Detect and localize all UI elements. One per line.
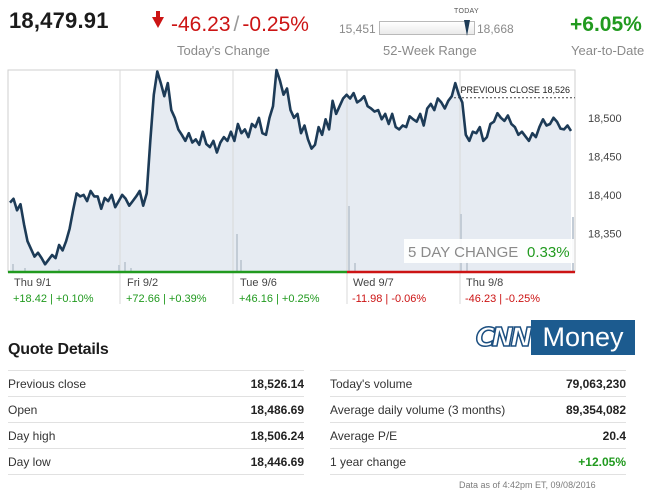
row-label: Previous close bbox=[8, 370, 184, 397]
table-row: Previous close 18,526.14 bbox=[8, 370, 304, 397]
ytd-change: +6.05% bbox=[570, 13, 642, 36]
range-label: 52-Week Range bbox=[383, 43, 477, 58]
five-day-change-value: 0.33% bbox=[527, 244, 570, 261]
table-row: Today's volume 79,063,230 bbox=[330, 370, 626, 397]
day-change-value: +72.66 | +0.39% bbox=[126, 293, 207, 305]
range-low: 15,451 bbox=[339, 22, 376, 36]
row-value: 89,354,082 bbox=[550, 396, 626, 423]
row-value: 18,526.14 bbox=[183, 370, 304, 397]
volume-bar bbox=[12, 264, 14, 272]
row-label: Open bbox=[8, 396, 184, 423]
quote-details-right: Today's volume 79,063,230 Average daily v… bbox=[330, 370, 626, 475]
volume-bar bbox=[130, 268, 132, 272]
day-label: Thu 9/1 bbox=[14, 277, 51, 289]
five-day-change-label: 5 DAY CHANGE bbox=[408, 244, 518, 261]
todays-change: -46.23/-0.25% bbox=[152, 11, 309, 37]
y-tick-label: 18,350 bbox=[588, 228, 622, 240]
row-value: 20.4 bbox=[550, 422, 626, 449]
quote-details-left: Previous close 18,526.14 Open 18,486.69 Da… bbox=[8, 370, 304, 475]
day-label: Fri 9/2 bbox=[127, 277, 158, 289]
change-percent: -0.25% bbox=[242, 13, 309, 36]
todays-change-label: Today's Change bbox=[177, 43, 270, 58]
range-bar bbox=[379, 21, 475, 35]
row-label: Today's volume bbox=[330, 370, 551, 397]
change-points: -46.23 bbox=[171, 13, 231, 36]
row-value-one-year-change: +12.05% bbox=[550, 448, 626, 475]
five-day-change-box: 5 DAY CHANGE 0.33% bbox=[404, 239, 574, 263]
data-as-of: Data as of 4:42pm ET, 09/08/2016 bbox=[459, 480, 596, 490]
quote-details-title: Quote Details bbox=[8, 341, 109, 358]
row-value: 18,506.24 bbox=[183, 422, 304, 449]
day-label: Thu 9/8 bbox=[466, 277, 503, 289]
volume-bar bbox=[236, 234, 238, 272]
row-label: Day low bbox=[8, 448, 184, 475]
ytd-label: Year-to-Date bbox=[571, 43, 645, 58]
row-label: Average P/E bbox=[330, 422, 551, 449]
last-price: 18,479.91 bbox=[9, 8, 109, 33]
price-line bbox=[9, 68, 573, 266]
table-row: Average daily volume (3 months) 89,354,08… bbox=[330, 396, 626, 423]
row-label: 1 year change bbox=[330, 448, 551, 475]
range-today-marker bbox=[464, 20, 470, 36]
cnn-money-logo[interactable]: CNN Money bbox=[474, 320, 635, 355]
range-high: 18,668 bbox=[477, 22, 514, 36]
row-value: 18,446.69 bbox=[183, 448, 304, 475]
volume-bar bbox=[118, 265, 120, 272]
volume-bar bbox=[348, 206, 350, 272]
chart-svg: PREVIOUS CLOSE 18,526 18,500 18,450 18,400 1… bbox=[7, 68, 622, 305]
day-change-value: -46.23 | -0.25% bbox=[465, 293, 540, 305]
day-label: Wed 9/7 bbox=[353, 277, 394, 289]
row-label: Average daily volume (3 months) bbox=[330, 396, 551, 423]
previous-close-label: PREVIOUS CLOSE 18,526 bbox=[460, 85, 570, 95]
volume-bar bbox=[124, 262, 126, 272]
down-arrow-icon bbox=[152, 11, 164, 28]
cnn-logo-text: CNN bbox=[474, 320, 533, 355]
volume-bar bbox=[240, 260, 242, 272]
day-label: Tue 9/6 bbox=[240, 277, 277, 289]
table-row: Open 18,486.69 bbox=[8, 396, 304, 423]
quote-header: 18,479.91 -46.23/-0.25% Today's Change 1… bbox=[0, 0, 651, 64]
volume-bar bbox=[24, 268, 26, 272]
volume-bar bbox=[354, 263, 356, 272]
table-row: Day low 18,446.69 bbox=[8, 448, 304, 475]
five-day-change-bg bbox=[404, 239, 574, 263]
range-today-label: TODAY bbox=[454, 8, 479, 15]
volume-bar bbox=[466, 261, 468, 272]
row-label: Day high bbox=[8, 422, 184, 449]
price-area bbox=[10, 70, 571, 272]
day-change-value: -11.98 | -0.06% bbox=[352, 293, 426, 305]
table-row: Day high 18,506.24 bbox=[8, 422, 304, 449]
day-change-value: +46.16 | +0.25% bbox=[239, 293, 320, 305]
volume-bar bbox=[58, 269, 60, 272]
day-change-value: +18.42 | +0.10% bbox=[13, 293, 94, 305]
five-day-chart[interactable]: PREVIOUS CLOSE 18,526 18,500 18,450 18,400 1… bbox=[0, 66, 651, 310]
y-tick-label: 18,500 bbox=[588, 113, 622, 125]
row-value: 18,486.69 bbox=[183, 396, 304, 423]
money-logo-text: Money bbox=[531, 320, 635, 355]
change-separator: / bbox=[233, 13, 240, 36]
y-tick-label: 18,400 bbox=[588, 190, 622, 202]
table-row: 1 year change +12.05% bbox=[330, 448, 626, 475]
row-value: 79,063,230 bbox=[550, 370, 626, 397]
table-row: Average P/E 20.4 bbox=[330, 422, 626, 449]
y-tick-label: 18,450 bbox=[588, 151, 622, 163]
